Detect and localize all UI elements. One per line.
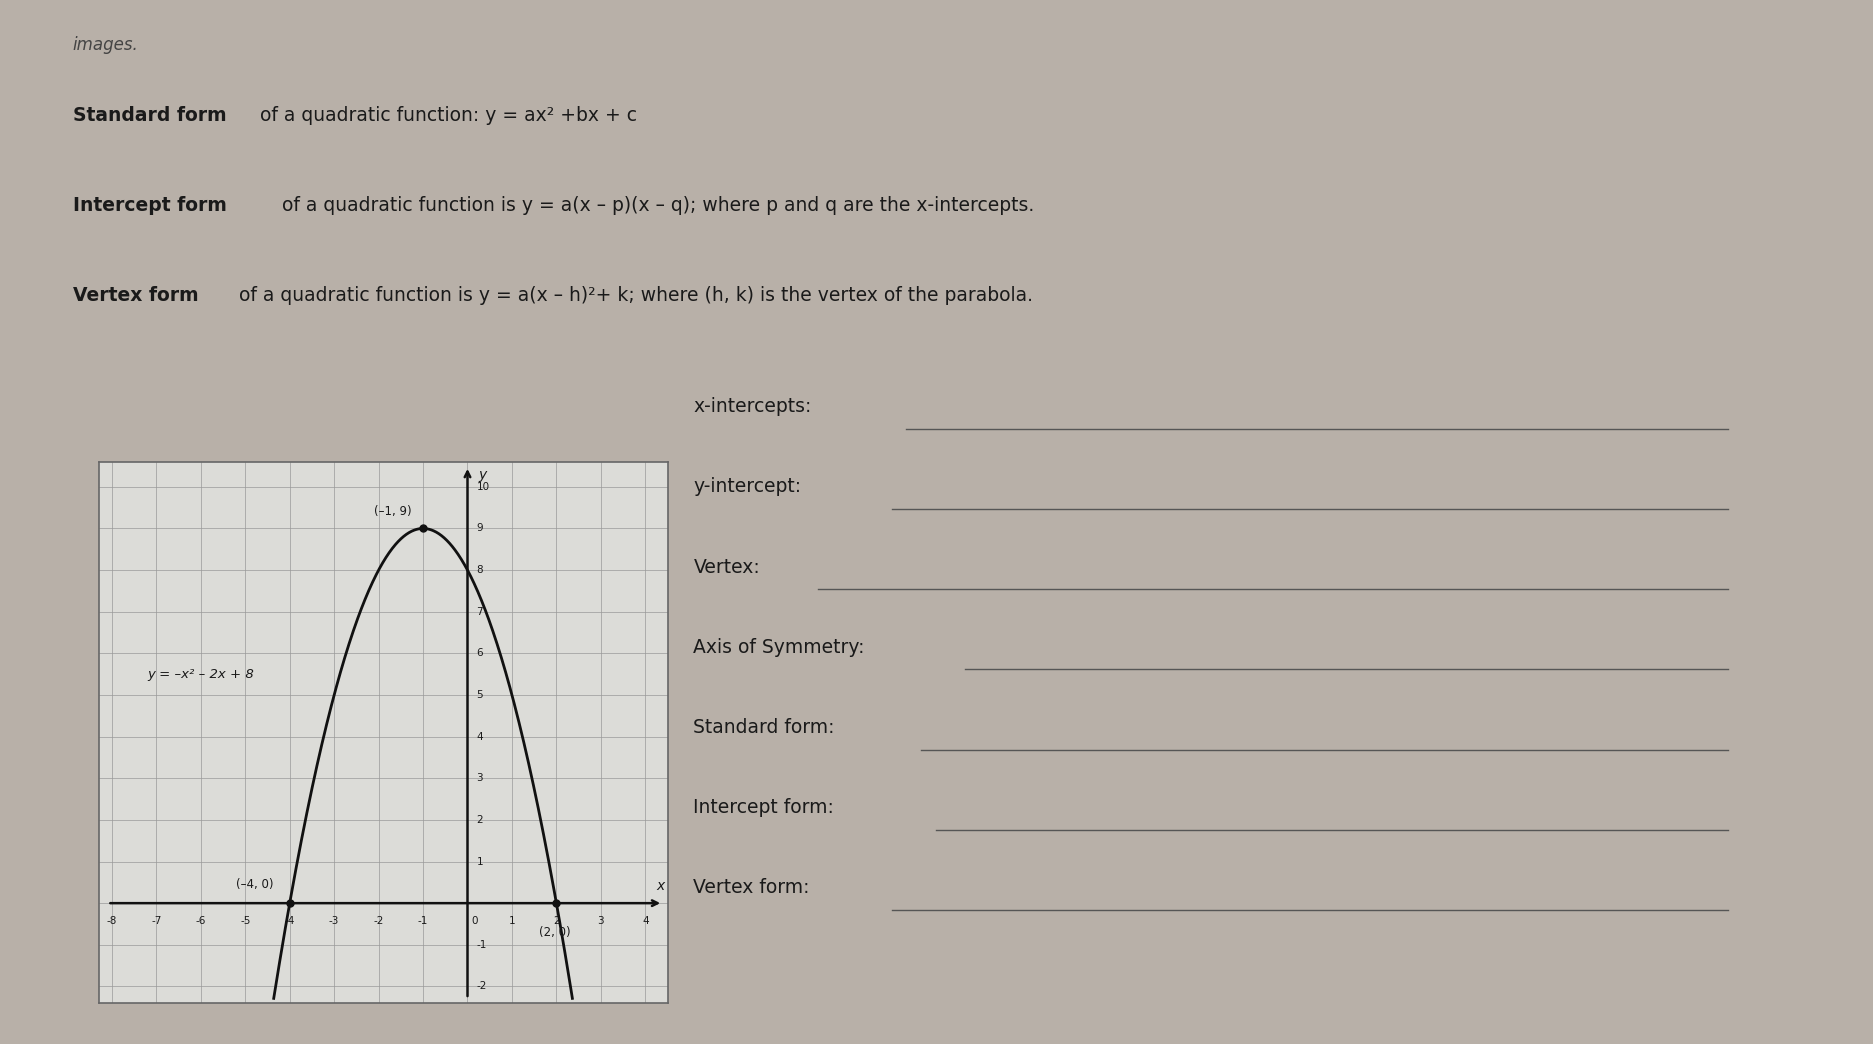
- Text: Intercept form: Intercept form: [73, 196, 227, 215]
- Text: (–4, 0): (–4, 0): [236, 878, 273, 891]
- Text: -2: -2: [373, 916, 384, 926]
- Text: 3: 3: [476, 774, 483, 783]
- Text: 10: 10: [476, 482, 489, 492]
- Text: 2: 2: [476, 815, 483, 825]
- Text: images.: images.: [73, 35, 139, 54]
- Text: (–1, 9): (–1, 9): [375, 505, 412, 518]
- Text: -6: -6: [195, 916, 206, 926]
- Text: Axis of Symmetry:: Axis of Symmetry:: [693, 638, 865, 657]
- Text: Vertex form:: Vertex form:: [693, 878, 809, 897]
- Text: -3: -3: [330, 916, 339, 926]
- Text: Vertex form: Vertex form: [73, 286, 199, 306]
- Text: -4: -4: [285, 916, 294, 926]
- Text: of a quadratic function is y = a(x – p)(x – q); where p and q are the x-intercep: of a quadratic function is y = a(x – p)(…: [275, 196, 1034, 215]
- Text: 1: 1: [508, 916, 515, 926]
- Text: y: y: [478, 468, 487, 482]
- Text: 8: 8: [476, 565, 483, 575]
- Text: Standard form: Standard form: [73, 106, 227, 125]
- Text: -1: -1: [476, 940, 487, 950]
- Text: (2, 0): (2, 0): [538, 926, 569, 939]
- Text: Intercept form:: Intercept form:: [693, 799, 833, 817]
- Text: y-intercept:: y-intercept:: [693, 477, 802, 496]
- Text: 6: 6: [476, 648, 483, 659]
- Text: -2: -2: [476, 981, 487, 992]
- Text: -1: -1: [418, 916, 429, 926]
- Text: Standard form:: Standard form:: [693, 718, 835, 737]
- Text: 4: 4: [476, 732, 483, 741]
- Text: of a quadratic function is y = a(x – h)²+ k; where (h, k) is the vertex of the p: of a quadratic function is y = a(x – h)²…: [232, 286, 1032, 306]
- Text: -8: -8: [107, 916, 116, 926]
- Text: 7: 7: [476, 607, 483, 617]
- Text: 1: 1: [476, 856, 483, 867]
- Text: of a quadratic function: y = ax² +bx + c: of a quadratic function: y = ax² +bx + c: [253, 106, 637, 125]
- Text: -7: -7: [152, 916, 161, 926]
- Text: -5: -5: [240, 916, 251, 926]
- Text: 2: 2: [553, 916, 560, 926]
- Text: x: x: [656, 879, 665, 893]
- Text: 3: 3: [597, 916, 603, 926]
- Text: 5: 5: [476, 690, 483, 701]
- Text: x-intercepts:: x-intercepts:: [693, 398, 811, 417]
- Text: y = –x² – 2x + 8: y = –x² – 2x + 8: [148, 668, 255, 681]
- Text: 9: 9: [476, 523, 483, 533]
- Text: Vertex:: Vertex:: [693, 557, 760, 576]
- Text: 0: 0: [470, 916, 478, 926]
- Text: 4: 4: [642, 916, 648, 926]
